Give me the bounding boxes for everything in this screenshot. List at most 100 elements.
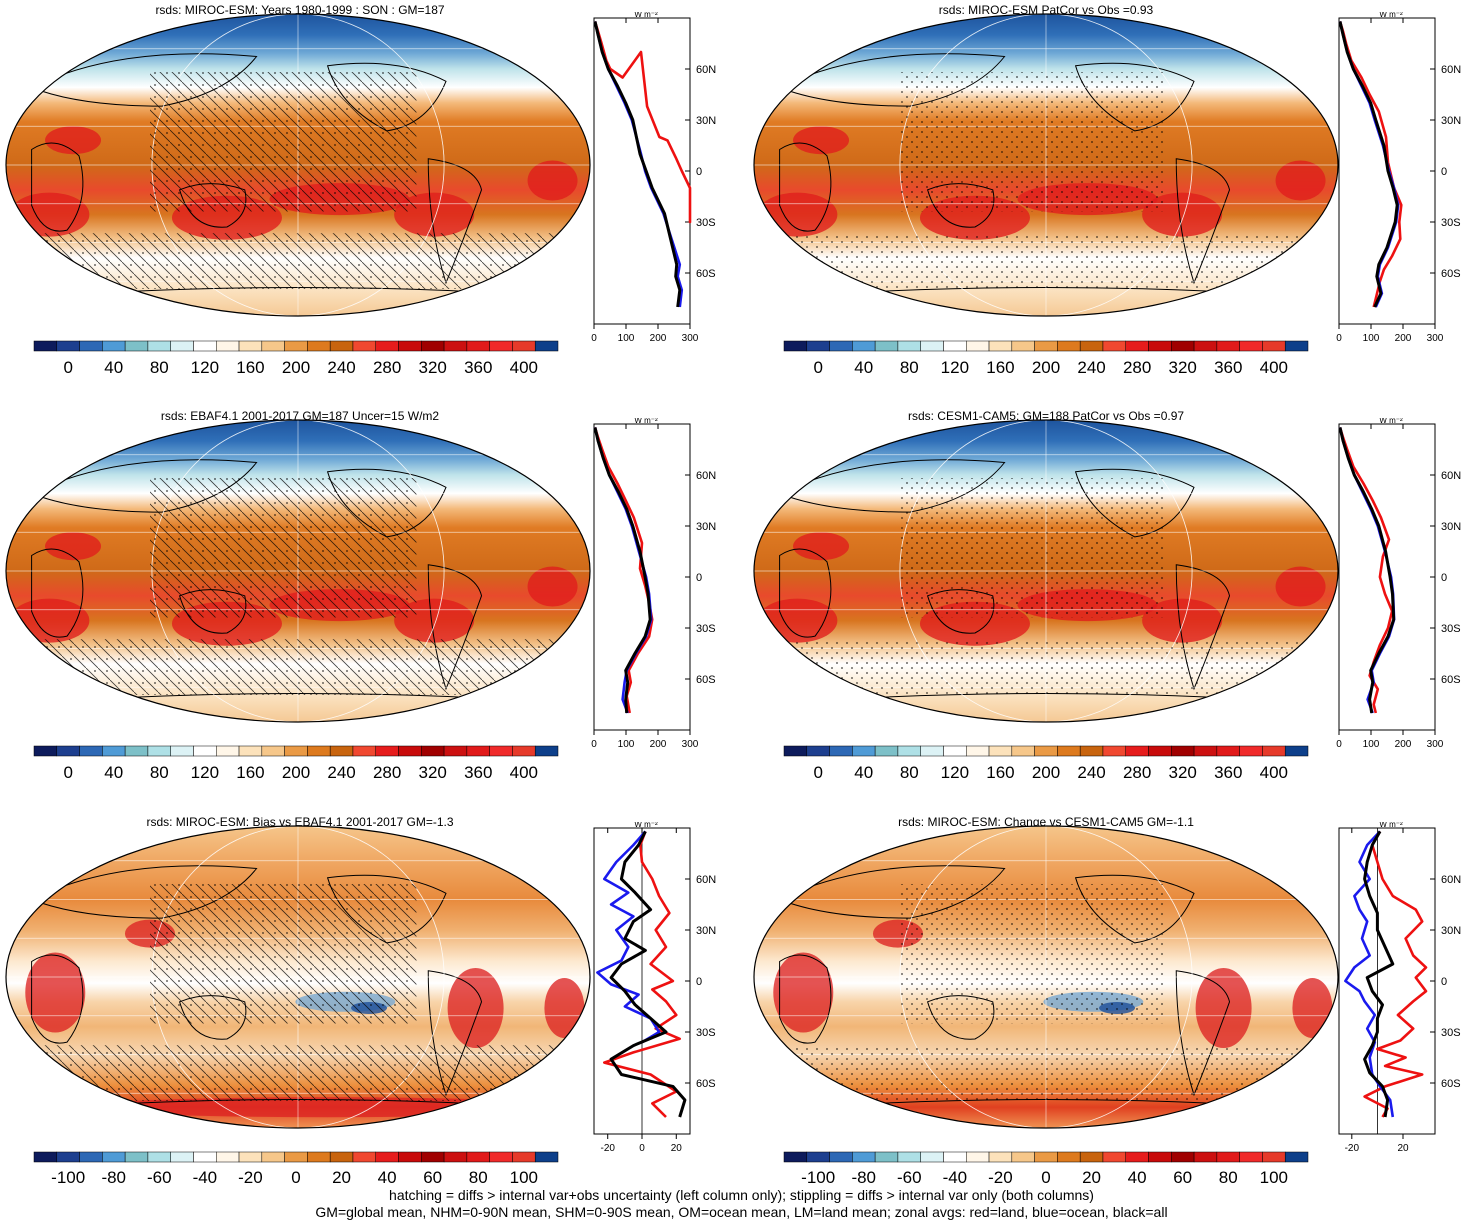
zonal-y-tick-label: 60N [1441, 64, 1461, 76]
colorbar-tick-label: 400 [1259, 358, 1288, 377]
zonal-y-tick-label: 60S [1441, 1078, 1461, 1090]
map-panel [5, 13, 591, 317]
panel-title: rsds: MIROC-ESM: Change vs CESM1-CAM5 GM… [898, 815, 1194, 829]
panel-title: rsds: MIROC-ESM: Bias vs EBAF4.1 2001-20… [146, 815, 454, 829]
colorbar-tick-label: -60 [147, 1168, 172, 1187]
colorbar-tick-label: 360 [464, 763, 493, 782]
colorbar-tick-label: 240 [327, 358, 356, 377]
zonal-x-tick-label: 0 [1336, 739, 1342, 748]
zonal-line-blue [1344, 830, 1395, 1118]
colorbar-tick-label: 160 [986, 763, 1015, 782]
colorbar-tick-label: 40 [854, 358, 874, 377]
zonal-y-tick-label: 30S [696, 217, 716, 229]
colorbar-tick-label: 0 [291, 1168, 301, 1187]
zonal-y-tick-label: 0 [696, 976, 702, 988]
footer-note-1: hatching = diffs > internal var+obs unce… [389, 1187, 1094, 1203]
zonal-y-tick-label: 30S [1441, 1027, 1461, 1039]
zonal-x-tick-label: 0 [591, 739, 597, 748]
map-panel [5, 419, 591, 723]
zonal-y-tick-label: 30N [696, 115, 716, 127]
zonal-x-tick-label: 0 [591, 333, 597, 342]
colorbar-tick-label: 240 [327, 763, 356, 782]
colorbar-tick-label: 0 [813, 763, 823, 782]
colorbar-tick-label: 320 [1168, 358, 1197, 377]
zonal-line-red [1363, 830, 1428, 1118]
colorbar-tick-label: 160 [236, 358, 265, 377]
zonal-x-tick-label: 100 [618, 739, 635, 748]
zonal-line-black [1338, 427, 1396, 714]
zonal-unit-label: W m⁻² [634, 418, 658, 425]
zonal-mean-chart: W m⁻² -20 0 20 60N 30N 0 30S 60S [593, 822, 716, 1152]
colorbar-tick-label: 40 [854, 763, 874, 782]
panel-title: rsds: MIROC-ESM: Years 1980-1999 : SON :… [155, 3, 445, 17]
colorbar-tick-label: -20 [988, 1168, 1013, 1187]
zonal-y-tick-label: 0 [696, 166, 702, 178]
colorbar [33, 1151, 559, 1163]
zonal-x-tick-label: 0 [639, 1143, 645, 1152]
zonal-y-tick-label: 60N [696, 64, 716, 76]
footer-note-2: GM=global mean, NHM=0-90N mean, SHM=0-90… [315, 1204, 1168, 1220]
colorbar-tick-label: 0 [63, 358, 73, 377]
zonal-y-tick-label: 30N [1441, 521, 1461, 533]
zonal-y-tick-label: 30N [1441, 115, 1461, 127]
colorbar-tick-label: -80 [851, 1168, 877, 1187]
colorbar-tick-label: 360 [464, 358, 493, 377]
colorbar-tick-label: 400 [509, 358, 538, 377]
colorbar-tick-label: -40 [192, 1168, 218, 1187]
colorbar-tick-label: 40 [1127, 1168, 1147, 1187]
map-panel [753, 825, 1339, 1129]
zonal-y-tick-label: 30S [1441, 623, 1461, 635]
zonal-line-red [603, 830, 681, 1118]
zonal-x-tick-label: 300 [1427, 739, 1444, 748]
zonal-x-tick-label: 200 [1395, 739, 1412, 748]
zonal-y-tick-label: 30S [696, 623, 716, 635]
colorbar-tick-label: -60 [897, 1168, 922, 1187]
map-panel [753, 13, 1339, 317]
colorbar-tick-label: 80 [899, 763, 919, 782]
colorbar-tick-label: -100 [51, 1168, 86, 1187]
zonal-y-tick-label: 0 [1441, 976, 1447, 988]
colorbar-tick-label: 280 [1122, 358, 1152, 377]
colorbar-tick-label: 20 [1082, 1168, 1102, 1187]
zonal-line-black [609, 830, 687, 1118]
colorbar [783, 745, 1309, 757]
zonal-line-red [1338, 427, 1394, 714]
zonal-line-black [1363, 830, 1395, 1118]
panel-title: rsds: MIROC-ESM PatCor vs Obs =0.93 [938, 3, 1154, 17]
colorbar-tick-label: 20 [332, 1168, 352, 1187]
panel-title: rsds: CESM1-CAM5: GM=188 PatCor vs Obs =… [907, 409, 1185, 423]
colorbar-tick-label: 280 [372, 763, 402, 782]
zonal-x-tick-label: 20 [671, 1143, 683, 1152]
colorbar-tick-label: 400 [509, 763, 538, 782]
zonal-x-tick-label: 100 [618, 333, 635, 342]
colorbar-tick-label: 80 [149, 763, 169, 782]
zonal-x-tick-label: 20 [1397, 1143, 1409, 1152]
zonal-y-tick-label: 60S [696, 268, 716, 280]
colorbar-tick-label: 80 [1218, 1168, 1238, 1187]
colorbar-tick-label: -100 [801, 1168, 836, 1187]
colorbar-tick-label: 320 [1168, 763, 1197, 782]
colorbar-tick-label: 160 [236, 763, 265, 782]
colorbar [33, 340, 559, 352]
colorbar-tick-label: 200 [281, 763, 311, 782]
colorbar-tick-label: 120 [190, 763, 220, 782]
zonal-y-tick-label: 60S [696, 1078, 716, 1090]
zonal-y-tick-label: 60S [1441, 674, 1461, 686]
zonal-x-tick-label: 100 [1363, 739, 1380, 748]
colorbar-tick-label: 360 [1214, 358, 1243, 377]
zonal-unit-label: W m⁻² [1379, 12, 1403, 19]
colorbar-tick-label: 240 [1077, 763, 1106, 782]
zonal-line-black [1338, 21, 1399, 308]
zonal-y-tick-label: 30S [696, 1027, 716, 1039]
colorbar-tick-label: 100 [509, 1168, 538, 1187]
zonal-line-blue [596, 830, 661, 1044]
colorbar-tick-label: 280 [372, 358, 402, 377]
colorbar-tick-label: 120 [190, 358, 220, 377]
colorbar-tick-label: 360 [1214, 763, 1243, 782]
zonal-mean-chart: W m⁻² -20 20 60N 30N 0 30S 60S [1338, 822, 1461, 1152]
colorbar-tick-label: -40 [942, 1168, 968, 1187]
zonal-y-tick-label: 60S [696, 674, 716, 686]
zonal-x-tick-label: -20 [1345, 1143, 1360, 1152]
colorbar [33, 745, 559, 757]
colorbar-tick-label: 120 [940, 358, 970, 377]
